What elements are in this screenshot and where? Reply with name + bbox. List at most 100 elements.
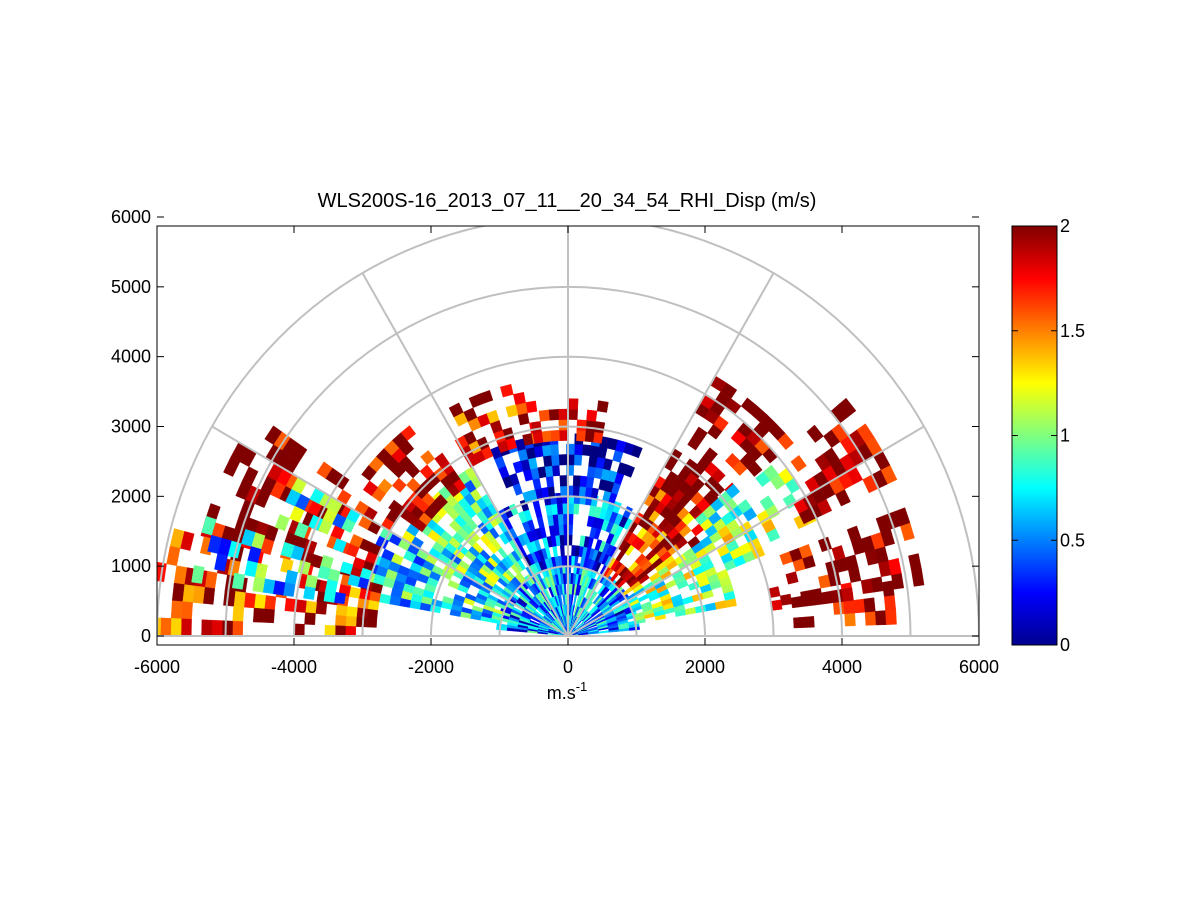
data-cell	[843, 600, 856, 615]
y-tick-label: 1000	[111, 556, 151, 576]
data-cell	[831, 545, 846, 561]
data-cell	[803, 616, 815, 628]
data-cell	[347, 574, 361, 587]
colorbar-tick-label: 2	[1060, 216, 1070, 236]
data-cell	[763, 464, 779, 481]
data-cell	[579, 475, 588, 488]
data-cell	[332, 538, 347, 553]
y-tick-label: 3000	[111, 417, 151, 437]
data-cell	[232, 620, 244, 637]
data-cell	[157, 617, 162, 637]
data-cell	[345, 615, 357, 627]
data-cell	[280, 558, 294, 574]
data-cell	[365, 617, 378, 628]
data-cell	[584, 430, 595, 443]
data-cell	[348, 586, 361, 599]
data-cell	[550, 429, 560, 442]
data-cell	[790, 595, 803, 609]
data-cell	[800, 594, 814, 607]
data-cell	[294, 522, 309, 539]
data-cell	[191, 565, 205, 584]
x-axis-label-superscript: -1	[576, 679, 588, 694]
data-cell	[356, 607, 368, 619]
data-cell	[355, 616, 367, 628]
data-cell	[571, 545, 577, 557]
data-cell	[324, 624, 336, 637]
data-cell	[576, 429, 586, 442]
data-cell	[538, 409, 550, 422]
data-cell	[558, 419, 569, 431]
data-cell	[223, 456, 241, 477]
data-cell	[885, 609, 897, 625]
data-cell	[725, 452, 741, 469]
colorbar-tick-label: 1.5	[1060, 321, 1085, 341]
data-cell	[844, 612, 856, 627]
data-cell	[231, 572, 245, 590]
data-cell	[170, 600, 183, 620]
data-cell	[525, 400, 538, 414]
spoke-line	[567, 272, 775, 637]
x-axis-label: m.s-1	[547, 679, 588, 703]
data-cell	[586, 409, 598, 422]
y-tick-label: 2000	[111, 486, 151, 506]
data-cell	[468, 393, 484, 409]
data-cell	[305, 574, 318, 589]
data-cell	[171, 582, 185, 602]
data-cell	[908, 553, 922, 572]
data-cell	[449, 609, 462, 617]
data-cell	[585, 420, 596, 433]
data-cell	[560, 485, 568, 497]
data-cell	[264, 595, 277, 611]
data-cell	[223, 589, 236, 607]
x-tick-label: 2000	[685, 657, 725, 677]
x-axis: -6000 -4000 -2000 0 2000 4000 6000	[134, 226, 999, 677]
colorbar-ticks: 0 0.5 1 1.5 2	[1012, 216, 1085, 655]
data-cell	[264, 425, 283, 445]
spoke-line	[567, 425, 925, 637]
data-cell	[447, 579, 460, 590]
data-cell	[293, 623, 305, 637]
data-cell	[285, 489, 301, 507]
data-cell	[513, 391, 526, 405]
data-cell	[793, 616, 805, 629]
data-cell	[388, 499, 403, 515]
data-cell	[592, 431, 604, 444]
data-cell	[181, 601, 193, 620]
data-cell	[263, 608, 275, 624]
data-cell	[870, 576, 884, 593]
data-cell	[345, 606, 358, 618]
data-cell	[505, 404, 519, 418]
data-cell	[578, 486, 587, 498]
data-cell	[280, 541, 295, 558]
data-cell	[798, 544, 813, 559]
data-cell	[759, 495, 775, 511]
data-cell	[821, 590, 834, 605]
data-cell	[541, 430, 552, 443]
data-cell	[881, 580, 895, 597]
data-cell	[853, 598, 866, 614]
data-cell	[551, 464, 561, 477]
data-cell	[558, 408, 569, 420]
spoke-line	[211, 425, 569, 637]
data-cell	[576, 419, 587, 432]
data-cell	[567, 398, 579, 410]
data-cell	[357, 598, 370, 610]
data-cell	[572, 485, 580, 498]
data-cell	[315, 602, 328, 615]
data-cell	[361, 465, 377, 482]
data-cell	[160, 617, 172, 637]
data-cell	[232, 605, 245, 622]
data-cell	[831, 589, 844, 604]
data-cell	[454, 435, 469, 450]
data-cell	[243, 592, 256, 609]
colorbar-tick-label: 1	[1060, 426, 1070, 446]
data-cell	[683, 458, 698, 473]
data-cell	[325, 579, 338, 593]
data-cell	[573, 443, 584, 456]
data-cell	[883, 594, 897, 611]
colorbar	[1011, 225, 1058, 646]
data-cell	[810, 592, 824, 606]
data-cell	[201, 515, 217, 536]
data-cell	[335, 604, 348, 617]
